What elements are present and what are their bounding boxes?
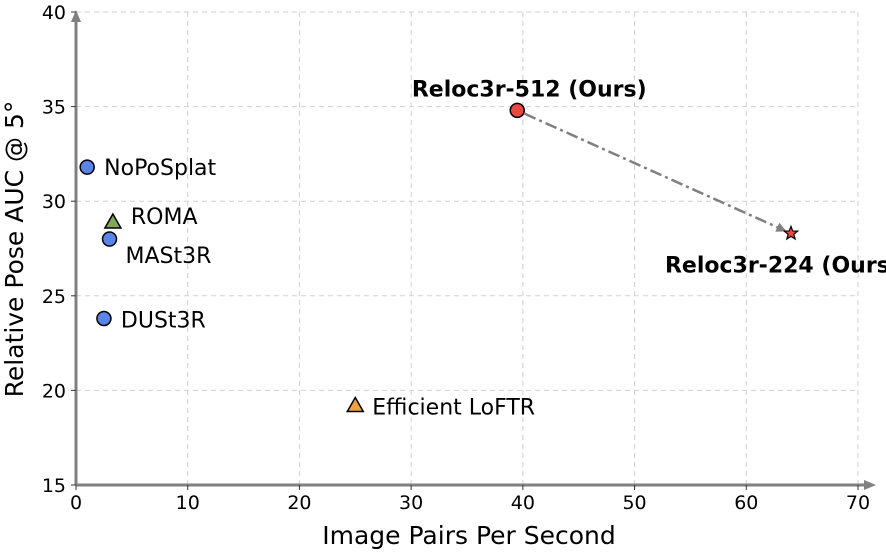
arrow-layer [524, 112, 787, 232]
x-tick-label: 0 [70, 492, 82, 514]
y-tick-label: 40 [42, 2, 66, 24]
data-points [79, 102, 800, 413]
y-tick-label: 20 [42, 380, 66, 402]
x-tick-label: 10 [176, 492, 200, 514]
grid [76, 11, 859, 485]
y-axis-label: Relative Pose AUC @ 5° [0, 101, 29, 398]
x-tick-label: 50 [622, 492, 646, 514]
x-tick-label: 30 [399, 492, 423, 514]
y-tick-label: 15 [42, 475, 66, 497]
efficient-loftr-marker [345, 396, 365, 413]
direction-arrow [524, 112, 787, 232]
dust3r-label: DUSt3R [121, 309, 206, 334]
x-tick-label: 70 [846, 492, 870, 514]
mast3r-marker [101, 231, 118, 247]
x-tick-label: 60 [734, 492, 758, 514]
axes [71, 10, 876, 490]
mast3r-label: MASt3R [126, 244, 212, 269]
y-tick-label: 25 [42, 286, 66, 308]
y-tick-label: 30 [42, 191, 66, 213]
reloc3r-512-ours-label: Reloc3r-512 (Ours) [412, 77, 647, 102]
y-tick-label: 35 [42, 97, 66, 119]
x-tick-label: 20 [287, 492, 311, 514]
roma-label: ROMA [131, 205, 198, 230]
reloc3r-512-ours-marker [509, 102, 526, 119]
x-axis-label: Image Pairs Per Second [322, 521, 616, 550]
noposplat-label: NoPoSplat [104, 156, 216, 181]
tick-labels: 0 10 20 30 40 50 60 70 15 20 25 30 35 40 [42, 2, 870, 514]
efficient-loftr-label: Efficient LoFTR [372, 396, 535, 421]
dust3r-marker [96, 310, 112, 327]
reloc3r-224-ours-label: Reloc3r-224 (Ours) [665, 253, 886, 278]
x-tick-label: 40 [511, 492, 535, 514]
reloc3r-224-ours-marker [782, 224, 800, 241]
point-labels: NoPoSplat ROMA MASt3R DUSt3R Efficient LoFTR… [104, 77, 886, 420]
roma-marker [103, 212, 123, 229]
noposplat-marker [79, 159, 95, 175]
